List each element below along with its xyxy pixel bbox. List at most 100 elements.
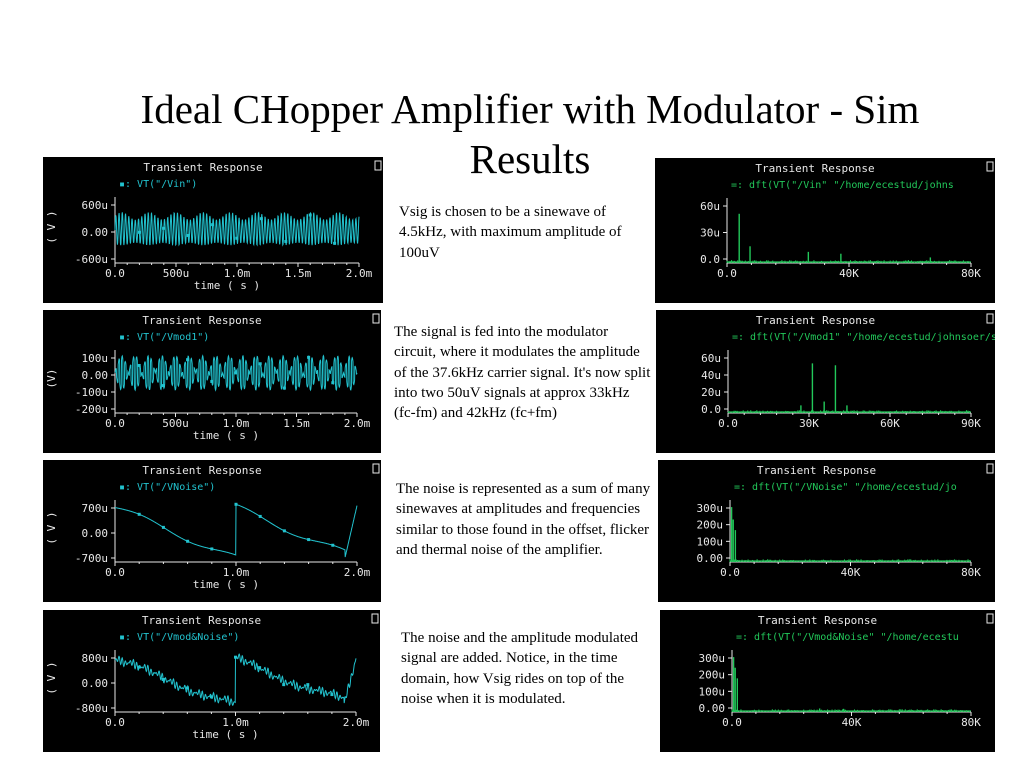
plot-svg: Transient Response ▪: VT("/VNoise") 0.0 1.0… xyxy=(45,463,380,591)
y-tick-label: 0.00 xyxy=(82,677,109,690)
description-modnoise: The noise and the amplitude modulated si… xyxy=(401,630,639,707)
x-tick-label: 0.0 xyxy=(105,716,125,729)
series-marker xyxy=(282,683,286,687)
vin-dft-plot: Transient Response =: dft(VT("/Vin" "/hom… xyxy=(655,158,995,303)
series-marker xyxy=(186,358,190,362)
y-axis-label: (V) xyxy=(45,369,58,389)
series-marker xyxy=(307,538,311,542)
x-tick-label: 0.0 xyxy=(718,417,738,430)
x-tick-label: 0.0 xyxy=(105,417,125,430)
plot-title: Transient Response xyxy=(757,464,876,477)
y-tick-label: 300u xyxy=(697,502,724,515)
x-axis-label: time ( s ) xyxy=(193,578,259,591)
x-tick-label: 1.0m xyxy=(223,566,250,579)
series-marker xyxy=(258,666,262,670)
x-tick-label: 2.0m xyxy=(343,716,370,729)
vmod-transient-plot: Transient Response ▪: VT("/Vmod1") 0.0 500u… xyxy=(43,310,381,453)
plot-svg: Transient Response =: dft(VT("/Vin" "/hom… xyxy=(700,161,994,280)
plot-svg: Transient Response ▪: VT("/Vin") 0.0 500u 1.… xyxy=(45,160,382,292)
x-tick-label: 40K xyxy=(839,267,859,280)
series-marker xyxy=(331,381,335,385)
series-line xyxy=(114,653,357,707)
y-tick-label: 0.0 xyxy=(700,253,720,266)
y-tick-label: 100u xyxy=(699,685,726,698)
series-marker xyxy=(330,693,334,697)
series-marker xyxy=(331,543,335,547)
series-marker xyxy=(162,226,166,230)
y-tick-label: 30u xyxy=(700,227,720,240)
series-marker xyxy=(308,213,312,217)
x-tick-label: 500u xyxy=(162,417,189,430)
vmodnoise-transient-plot: Transient Response ▪: VT("/Vmod&Noise") 0.… xyxy=(43,610,380,752)
vnoise-dft-plot: Transient Response =: dft(VT("/VNoise" "/… xyxy=(658,460,995,602)
series-marker xyxy=(234,655,237,659)
y-tick-label: 0.00 xyxy=(699,702,726,715)
y-tick-label: 200u xyxy=(697,519,724,532)
plot-legend: ▪: VT("/Vin") xyxy=(119,179,197,190)
x-tick-label: 0.0 xyxy=(105,566,125,579)
series-marker xyxy=(161,525,165,529)
plot-legend: =: dft(VT("/Vin" "/home/ecestud/johns xyxy=(731,180,954,191)
window-corner-box xyxy=(986,313,994,324)
plot-title: Transient Response xyxy=(142,614,261,627)
y-tick-label: -600u xyxy=(75,253,108,266)
plot-legend: ▪: VT("/Vmod1") xyxy=(119,332,209,343)
series-marker xyxy=(306,683,310,687)
series-marker xyxy=(235,236,239,240)
x-tick-label: 2.0m xyxy=(344,417,371,430)
y-tick-label: 0.00 xyxy=(697,552,724,565)
series-marker xyxy=(259,217,263,221)
x-tick-label: 0.0 xyxy=(717,267,737,280)
y-tick-label: 20u xyxy=(701,386,721,399)
window-corner-box xyxy=(371,613,379,624)
y-axis-label: ( V ) xyxy=(45,210,58,243)
series-marker xyxy=(258,362,262,366)
series-marker xyxy=(186,539,190,543)
x-tick-label: 1.5m xyxy=(283,417,310,430)
plot-svg: Transient Response =: dft(VT("/Vmod&Noise… xyxy=(699,613,994,729)
series-line xyxy=(114,503,358,558)
plot-title: Transient Response xyxy=(143,161,262,174)
plot-title: Transient Response xyxy=(758,614,877,627)
x-tick-label: 1.0m xyxy=(224,267,251,280)
plot-title: Transient Response xyxy=(755,162,874,175)
x-tick-label: 80K xyxy=(961,566,981,579)
slide-title: Ideal CHopper Amplifier with Modulator -… xyxy=(140,86,920,182)
series-marker xyxy=(234,502,238,506)
x-tick-label: 40K xyxy=(841,566,861,579)
x-tick-label: 80K xyxy=(961,267,981,280)
x-tick-label: 30K xyxy=(799,417,819,430)
plot-title: Transient Response xyxy=(756,314,875,327)
plot-legend: ▪: VT("/VNoise") xyxy=(119,482,215,493)
x-axis-label: time ( s ) xyxy=(192,728,258,741)
window-corner-box xyxy=(372,463,380,474)
vmodnoise-dft-plot: Transient Response =: dft(VT("/Vmod&Noise… xyxy=(660,610,995,752)
x-tick-label: 90K xyxy=(961,417,981,430)
x-axis-label: time ( s ) xyxy=(193,429,259,442)
x-tick-label: 1.0m xyxy=(222,716,249,729)
series-marker xyxy=(210,547,214,551)
series-marker xyxy=(234,371,238,375)
series-marker xyxy=(258,514,262,518)
series-line xyxy=(114,211,360,247)
vmod-dft-plot: Transient Response =: dft(VT("/Vmod1" "/h… xyxy=(656,310,995,453)
series-marker xyxy=(186,233,190,237)
x-tick-label: 2.0m xyxy=(344,566,371,579)
series-marker xyxy=(282,386,286,390)
series-marker xyxy=(333,241,337,245)
plot-legend: =: dft(VT("/VNoise" "/home/ecestud/jo xyxy=(734,482,957,493)
y-tick-label: 100u xyxy=(697,535,724,548)
y-axis-label: ( V ) xyxy=(45,661,58,694)
x-tick-label: 0.0 xyxy=(720,566,740,579)
y-tick-label: 200u xyxy=(699,669,726,682)
y-tick-label: 800u xyxy=(82,652,109,665)
y-tick-label: 60u xyxy=(701,352,721,365)
series-marker xyxy=(137,665,141,669)
series-marker xyxy=(161,678,165,682)
y-tick-label: 40u xyxy=(701,369,721,382)
x-tick-label: 80K xyxy=(961,716,981,729)
y-axis-label: ( V ) xyxy=(45,511,58,544)
x-tick-label: 500u xyxy=(163,267,190,280)
x-tick-label: 2.0m xyxy=(346,267,373,280)
y-tick-label: -700u xyxy=(75,552,108,565)
